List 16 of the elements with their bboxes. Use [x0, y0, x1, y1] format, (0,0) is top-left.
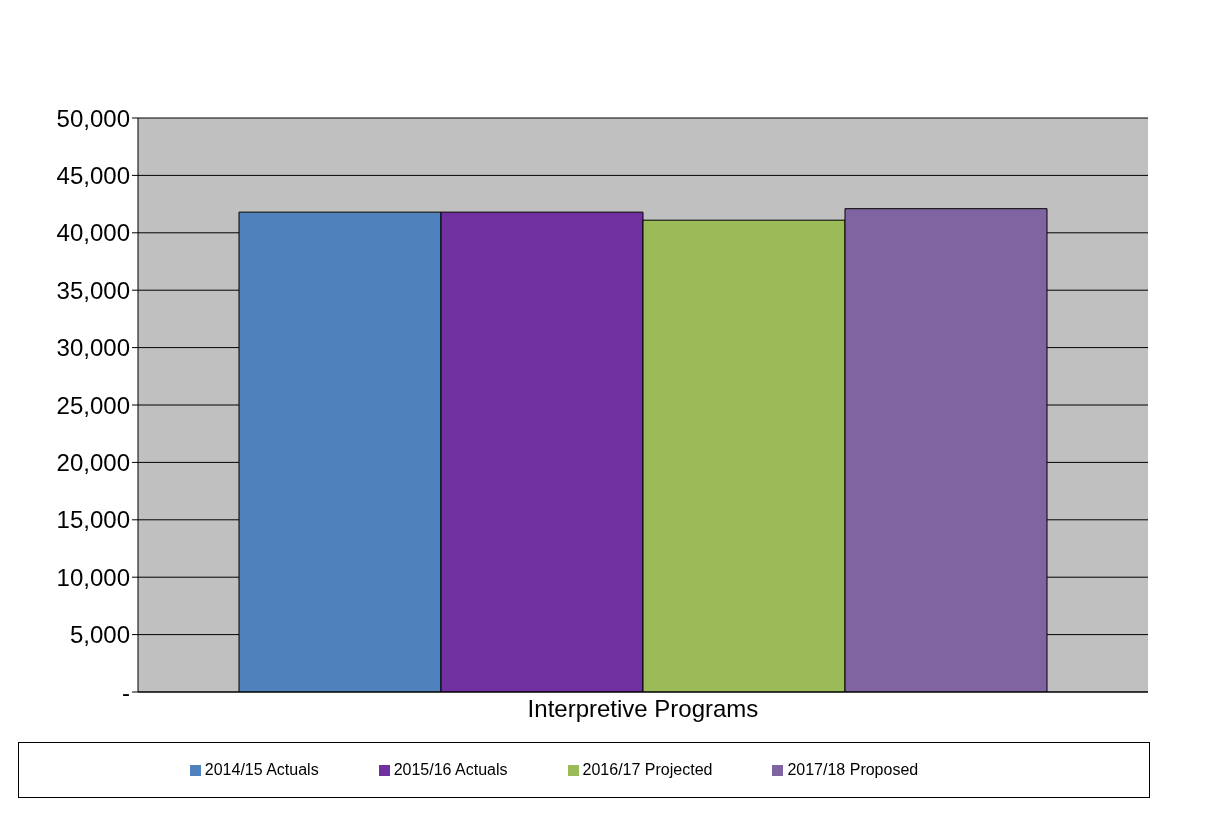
y-tick-label: 20,000 [56, 448, 130, 476]
y-tick-label: 35,000 [56, 276, 130, 304]
y-tick-label: 40,000 [56, 219, 130, 247]
y-tick-label: - [122, 678, 130, 706]
x-tick-label: Interpretive Programs [527, 695, 759, 723]
y-tick-label: 15,000 [56, 506, 130, 534]
y-tick-label: 50,000 [56, 104, 130, 132]
y-tick-label: 45,000 [56, 161, 130, 189]
y-tick-label: 30,000 [56, 334, 130, 362]
legend-label: 2016/17 Projected [582, 761, 713, 778]
legend-label: 2015/16 Actuals [393, 761, 508, 778]
y-tick-label: 10,000 [56, 563, 130, 591]
y-tick-label: 25,000 [56, 391, 130, 419]
legend-label: 2014/15 Actuals [204, 761, 319, 778]
legend-label: 2017/18 Proposed [787, 761, 919, 778]
y-tick-label: 5,000 [69, 621, 130, 649]
